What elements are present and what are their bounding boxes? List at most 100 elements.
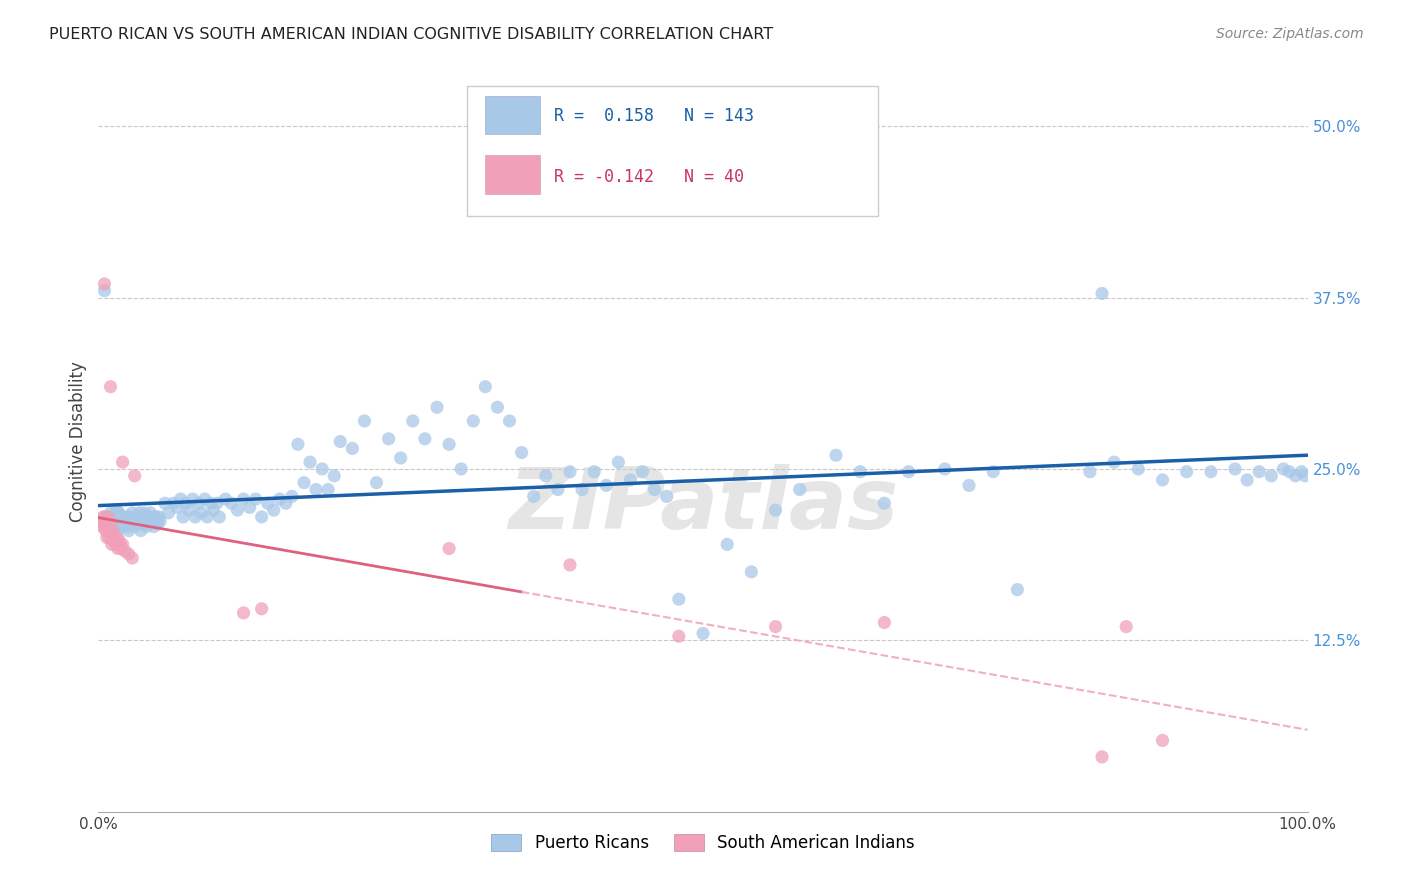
Text: PUERTO RICAN VS SOUTH AMERICAN INDIAN COGNITIVE DISABILITY CORRELATION CHART: PUERTO RICAN VS SOUTH AMERICAN INDIAN CO… [49, 27, 773, 42]
Point [131, 510, 153, 524]
Point [187, 496, 209, 510]
Point [129, 524, 152, 538]
Point [143, 514, 166, 528]
Point [202, 503, 225, 517]
Point [132, 516, 155, 531]
Point [135, 519, 157, 533]
Point [93, 510, 115, 524]
Point [402, 414, 425, 428]
Point [142, 510, 165, 524]
Point [426, 401, 449, 415]
Point [957, 478, 980, 492]
Point [329, 434, 352, 449]
Point [135, 514, 157, 528]
Point [523, 489, 546, 503]
Point [145, 510, 167, 524]
Point [1249, 465, 1271, 479]
Point [122, 514, 145, 528]
Point [91, 519, 114, 533]
Point [93, 516, 115, 531]
Point [413, 432, 436, 446]
Point [463, 414, 485, 428]
Point [93, 277, 115, 291]
Point [1115, 619, 1137, 633]
Point [311, 462, 333, 476]
Point [366, 475, 388, 490]
Point [474, 380, 496, 394]
Point [125, 516, 148, 531]
Point [1102, 455, 1125, 469]
Point [94, 514, 117, 528]
Point [179, 503, 201, 517]
Point [1128, 462, 1150, 476]
Point [139, 506, 162, 520]
Point [619, 473, 641, 487]
Point [127, 514, 149, 528]
Point [184, 510, 207, 524]
Point [100, 380, 122, 394]
Point [190, 506, 212, 520]
Point [146, 516, 169, 531]
Point [135, 510, 157, 524]
Point [353, 414, 375, 428]
Point [1091, 286, 1114, 301]
Point [166, 500, 188, 515]
Point [127, 510, 149, 524]
Point [111, 510, 134, 524]
Point [1152, 473, 1174, 487]
Point [668, 629, 690, 643]
Point [256, 496, 278, 510]
Point [342, 442, 364, 456]
Point [195, 510, 218, 524]
Point [292, 475, 315, 490]
Point [281, 489, 304, 503]
Point [162, 496, 184, 510]
Point [716, 537, 738, 551]
Point [111, 537, 134, 551]
Bar [485, 95, 540, 135]
Point [239, 500, 262, 515]
Point [118, 510, 141, 524]
Point [232, 606, 254, 620]
Point [208, 510, 231, 524]
Point [849, 465, 872, 479]
Point [94, 524, 117, 538]
Point [245, 492, 267, 507]
Point [274, 496, 297, 510]
Point [981, 465, 1004, 479]
Point [100, 524, 122, 538]
Point [124, 510, 146, 524]
Point [108, 514, 131, 528]
Point [305, 483, 328, 497]
Point [607, 455, 630, 469]
Point [897, 465, 920, 479]
Point [765, 619, 787, 633]
Point [194, 492, 217, 507]
Point [655, 489, 678, 503]
Point [120, 516, 142, 531]
Point [287, 437, 309, 451]
Point [595, 478, 617, 492]
Point [583, 465, 606, 479]
Point [1294, 468, 1316, 483]
Point [100, 524, 122, 538]
Point [389, 450, 412, 465]
Point [174, 496, 197, 510]
Point [1291, 465, 1313, 479]
Point [205, 496, 228, 510]
Point [101, 524, 124, 538]
Point [269, 492, 291, 507]
Point [121, 506, 143, 520]
Y-axis label: Cognitive Disability: Cognitive Disability [69, 361, 87, 522]
Point [96, 531, 118, 545]
Point [107, 541, 129, 556]
Point [1223, 462, 1246, 476]
Point [558, 465, 581, 479]
Point [1152, 733, 1174, 747]
Point [111, 519, 134, 533]
Point [121, 551, 143, 566]
Point [377, 432, 399, 446]
Point [450, 462, 472, 476]
Point [98, 531, 121, 545]
Point [107, 524, 129, 538]
